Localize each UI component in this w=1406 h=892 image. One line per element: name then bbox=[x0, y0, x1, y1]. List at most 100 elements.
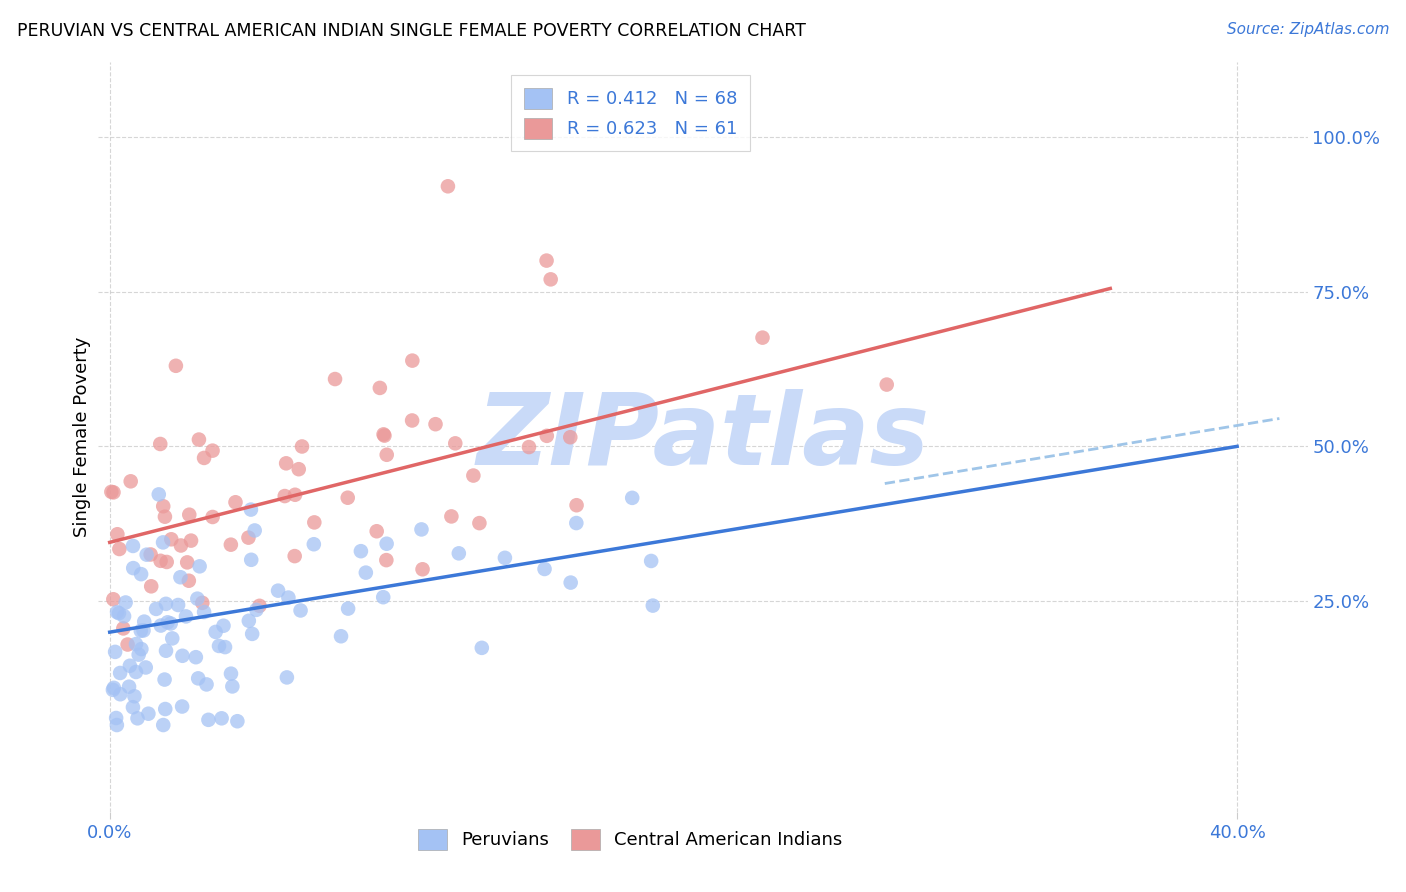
Point bbox=[425, 417, 447, 432]
Point bbox=[197, 713, 219, 727]
Point bbox=[170, 539, 193, 553]
Point bbox=[125, 665, 148, 679]
Point bbox=[751, 331, 773, 345]
Point bbox=[104, 645, 127, 659]
Point bbox=[249, 599, 271, 613]
Point bbox=[152, 535, 174, 549]
Point bbox=[304, 516, 326, 530]
Point bbox=[201, 510, 224, 524]
Point bbox=[155, 702, 177, 716]
Point bbox=[145, 602, 167, 616]
Point bbox=[174, 609, 197, 624]
Point bbox=[621, 491, 644, 505]
Point bbox=[354, 566, 377, 580]
Point bbox=[153, 509, 176, 524]
Point bbox=[468, 516, 491, 530]
Point bbox=[287, 462, 309, 476]
Point bbox=[103, 592, 125, 607]
Text: PERUVIAN VS CENTRAL AMERICAN INDIAN SINGLE FEMALE POVERTY CORRELATION CHART: PERUVIAN VS CENTRAL AMERICAN INDIAN SING… bbox=[17, 22, 806, 40]
Point bbox=[201, 443, 224, 458]
Point bbox=[212, 618, 235, 632]
Point bbox=[124, 690, 146, 704]
Point bbox=[641, 599, 664, 613]
Point bbox=[148, 487, 170, 501]
Point bbox=[105, 718, 128, 732]
Point bbox=[139, 548, 162, 562]
Point bbox=[177, 574, 200, 588]
Point bbox=[122, 539, 145, 553]
Point bbox=[323, 372, 346, 386]
Point bbox=[108, 606, 131, 620]
Point bbox=[245, 603, 267, 617]
Point bbox=[156, 555, 179, 569]
Point bbox=[165, 359, 187, 373]
Point bbox=[156, 615, 179, 630]
Point bbox=[412, 562, 434, 576]
Point bbox=[184, 650, 207, 665]
Point bbox=[187, 671, 209, 685]
Point bbox=[447, 546, 470, 560]
Point bbox=[536, 429, 558, 443]
Point bbox=[221, 680, 243, 694]
Point bbox=[125, 637, 148, 651]
Point bbox=[129, 567, 152, 582]
Point bbox=[243, 524, 266, 538]
Point bbox=[118, 658, 141, 673]
Legend: Peruvians, Central American Indians: Peruvians, Central American Indians bbox=[409, 820, 852, 859]
Point bbox=[219, 538, 242, 552]
Point bbox=[135, 548, 157, 562]
Point bbox=[290, 603, 312, 617]
Point bbox=[640, 554, 662, 568]
Point bbox=[180, 533, 202, 548]
Point bbox=[191, 596, 214, 610]
Point bbox=[274, 489, 297, 503]
Point bbox=[330, 629, 353, 643]
Point bbox=[276, 670, 298, 684]
Point bbox=[160, 533, 183, 547]
Point bbox=[366, 524, 388, 539]
Point bbox=[122, 561, 145, 575]
Point bbox=[440, 509, 463, 524]
Point bbox=[560, 575, 582, 590]
Point bbox=[149, 437, 172, 451]
Point bbox=[238, 531, 260, 545]
Point bbox=[141, 579, 163, 593]
Point bbox=[276, 456, 298, 470]
Point bbox=[188, 559, 211, 574]
Point bbox=[401, 353, 423, 368]
Point bbox=[193, 605, 215, 619]
Point bbox=[167, 598, 190, 612]
Point bbox=[108, 665, 131, 680]
Point bbox=[176, 555, 198, 569]
Point bbox=[267, 583, 290, 598]
Point bbox=[152, 718, 174, 732]
Point bbox=[565, 516, 588, 530]
Point bbox=[375, 553, 398, 567]
Point bbox=[277, 591, 299, 605]
Point bbox=[375, 448, 398, 462]
Point bbox=[565, 498, 588, 512]
Point bbox=[134, 615, 156, 629]
Point bbox=[108, 541, 131, 556]
Point bbox=[103, 681, 125, 695]
Point bbox=[240, 627, 263, 641]
Point bbox=[204, 624, 226, 639]
Point bbox=[375, 537, 398, 551]
Point bbox=[155, 597, 177, 611]
Point bbox=[193, 450, 215, 465]
Point bbox=[138, 706, 160, 721]
Point bbox=[284, 549, 307, 563]
Point bbox=[122, 700, 145, 714]
Point bbox=[336, 491, 359, 505]
Point bbox=[471, 640, 494, 655]
Point bbox=[114, 595, 136, 609]
Point bbox=[162, 632, 184, 646]
Point bbox=[105, 527, 128, 541]
Point bbox=[159, 616, 181, 631]
Text: Source: ZipAtlas.com: Source: ZipAtlas.com bbox=[1226, 22, 1389, 37]
Point bbox=[129, 624, 152, 638]
Point bbox=[135, 660, 157, 674]
Point bbox=[172, 699, 194, 714]
Point bbox=[208, 639, 231, 653]
Point bbox=[463, 468, 485, 483]
